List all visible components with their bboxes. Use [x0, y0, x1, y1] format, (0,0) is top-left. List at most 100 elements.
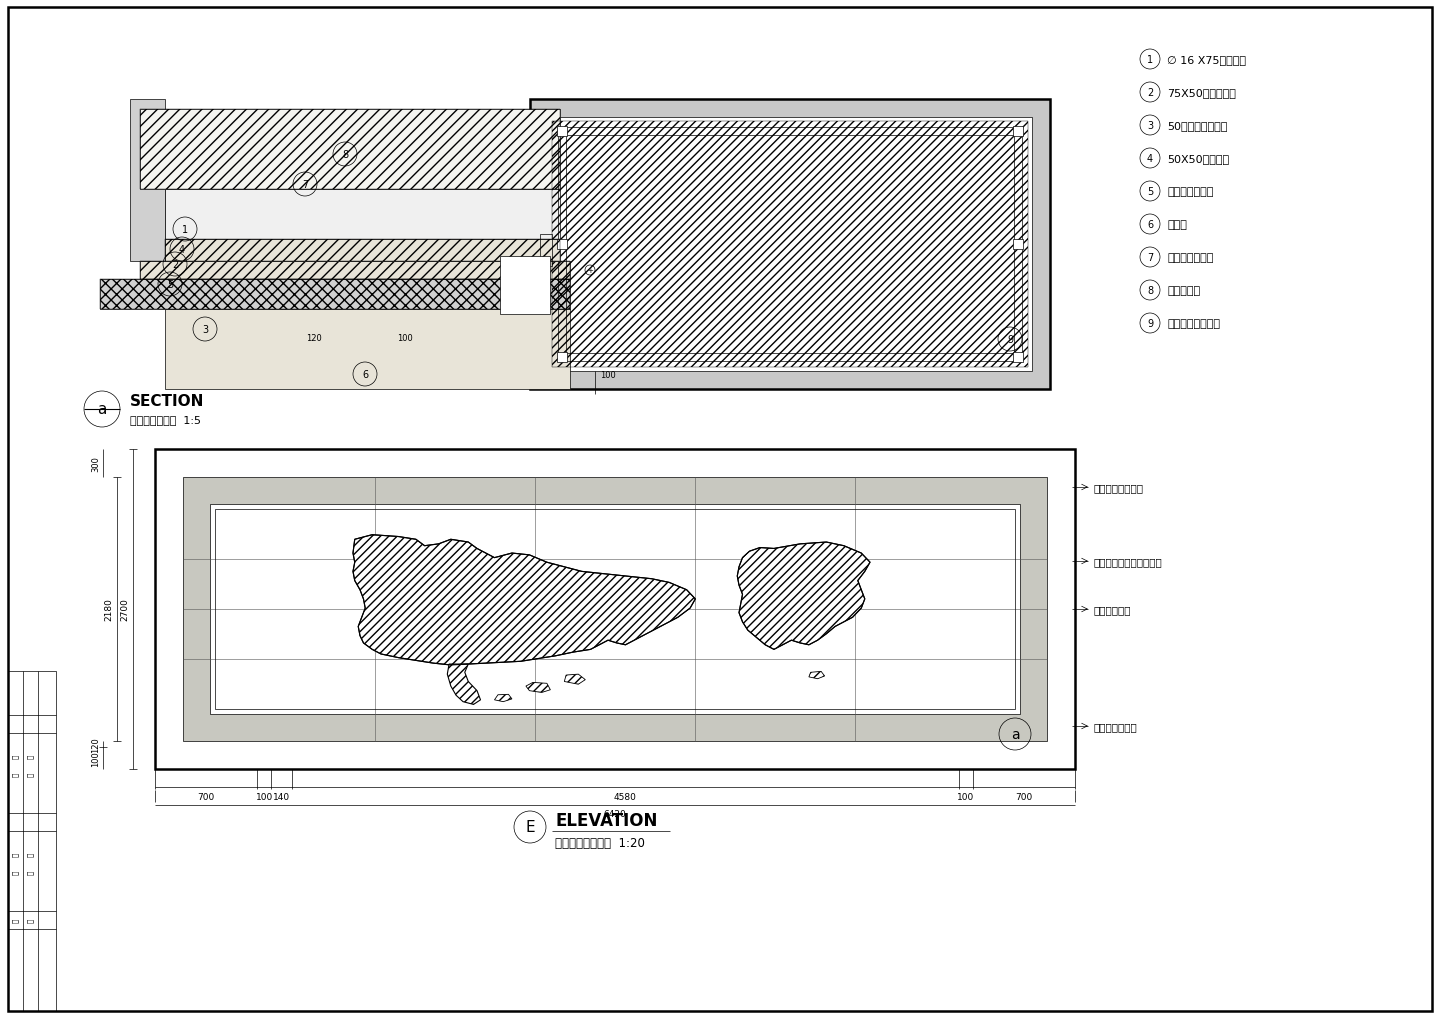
Bar [99, 280, 570, 310]
Bar [737, 542, 870, 650]
Bar [494, 695, 513, 702]
Text: 大厅背景墙立面图  1:20: 大厅背景墙立面图 1:20 [554, 837, 645, 850]
Bar [99, 280, 570, 310]
Bar [559, 127, 1022, 362]
Text: 西班牙米黄石材: 西班牙米黄石材 [1166, 186, 1214, 197]
Text: 灯笱片: 灯笱片 [1166, 220, 1187, 229]
Text: 美国灰麳石材饰面: 美国灰麳石材饰面 [1093, 483, 1143, 492]
Bar [166, 239, 560, 262]
Text: 75X50镀锌答字锂: 75X50镀锌答字锂 [1166, 88, 1236, 98]
Text: 120: 120 [307, 333, 323, 342]
Bar [500, 257, 550, 315]
Text: 印度红石材世界地图拼花: 印度红石材世界地图拼花 [1093, 556, 1162, 567]
Text: 9: 9 [1146, 319, 1153, 329]
Text: 140: 140 [274, 792, 291, 801]
Text: 100: 100 [396, 333, 412, 342]
Bar [166, 190, 560, 239]
Text: 准: 准 [12, 754, 19, 758]
Polygon shape [448, 664, 481, 705]
Text: 2: 2 [171, 260, 179, 270]
Text: 签: 签 [12, 772, 19, 776]
Polygon shape [494, 695, 513, 702]
Bar [9, 672, 56, 1011]
Text: 1: 1 [1146, 55, 1153, 65]
Text: 120: 120 [91, 737, 99, 752]
Text: 水泥压力板: 水泥压力板 [1166, 285, 1200, 296]
Bar [210, 504, 1020, 714]
Text: 6: 6 [361, 370, 369, 380]
Text: 700: 700 [197, 792, 215, 801]
Bar [140, 262, 570, 280]
Text: 2180: 2180 [104, 598, 112, 621]
Bar [1012, 239, 1022, 250]
Text: 50X50镀锌角铁: 50X50镀锌角铁 [1166, 154, 1230, 164]
Text: 2700: 2700 [120, 598, 130, 621]
Bar [530, 100, 1050, 389]
Text: 暗藏日光灯光沿: 暗藏日光灯光沿 [1166, 253, 1214, 263]
Text: 8: 8 [1146, 285, 1153, 296]
Text: +: + [588, 268, 593, 274]
Text: 干挂石材剖面图  1:5: 干挂石材剖面图 1:5 [130, 415, 202, 425]
Text: 2: 2 [1146, 88, 1153, 98]
Bar [448, 664, 481, 705]
Text: 4: 4 [179, 245, 186, 255]
Text: 5: 5 [1146, 186, 1153, 197]
Text: 3: 3 [202, 325, 207, 334]
Bar [809, 672, 825, 679]
Text: a: a [1011, 728, 1020, 741]
Bar [215, 510, 1015, 709]
Polygon shape [737, 542, 870, 650]
Bar [130, 100, 166, 262]
Text: 100: 100 [600, 370, 616, 379]
Polygon shape [526, 683, 550, 693]
Text: 100: 100 [91, 750, 99, 766]
Text: 4580: 4580 [613, 792, 636, 801]
Text: 4: 4 [1146, 154, 1153, 164]
Text: 3: 3 [1146, 121, 1153, 130]
Bar [552, 122, 1028, 368]
Bar [183, 478, 1047, 741]
Polygon shape [809, 672, 825, 679]
Bar [166, 310, 570, 389]
Bar [566, 136, 1014, 354]
Text: 50系列不锈销挂件: 50系列不锈销挂件 [1166, 121, 1227, 130]
Text: 1: 1 [181, 225, 189, 234]
Text: 100: 100 [958, 792, 975, 801]
Text: 300: 300 [91, 455, 99, 472]
Bar [564, 675, 585, 685]
Text: 700: 700 [1015, 792, 1032, 801]
Text: 美国灰麳石材柱面: 美国灰麳石材柱面 [1166, 319, 1220, 329]
Bar [1012, 353, 1022, 363]
Bar [140, 262, 570, 280]
Text: 领: 领 [27, 852, 33, 856]
Text: 6: 6 [1146, 220, 1153, 229]
Bar [156, 449, 1076, 769]
Text: 印度红烧毛石材: 印度红烧毛石材 [1093, 721, 1136, 732]
Polygon shape [353, 535, 696, 665]
Text: 100: 100 [255, 792, 272, 801]
Bar [353, 535, 696, 665]
Text: 6420: 6420 [603, 809, 626, 818]
Text: 装: 装 [27, 754, 33, 758]
Text: 线: 线 [12, 870, 19, 874]
Text: SECTION: SECTION [130, 394, 204, 409]
Text: 精: 精 [12, 852, 19, 856]
Bar [557, 353, 567, 363]
Text: 5: 5 [167, 280, 173, 289]
Text: 检: 检 [27, 870, 33, 874]
Polygon shape [564, 675, 585, 685]
Text: 8: 8 [341, 150, 348, 160]
Bar [549, 118, 1032, 372]
Text: 7: 7 [1146, 253, 1153, 263]
Bar [526, 683, 550, 693]
Text: 气: 气 [27, 918, 33, 922]
Text: E: E [526, 819, 534, 835]
Text: 7: 7 [302, 179, 308, 190]
Text: a: a [98, 403, 107, 417]
Bar [557, 127, 567, 137]
Bar [140, 110, 560, 190]
Bar [1012, 127, 1022, 137]
Text: 制: 制 [27, 772, 33, 776]
Text: 乳白色灯笱片: 乳白色灯笱片 [1093, 604, 1130, 614]
Bar [140, 110, 560, 190]
